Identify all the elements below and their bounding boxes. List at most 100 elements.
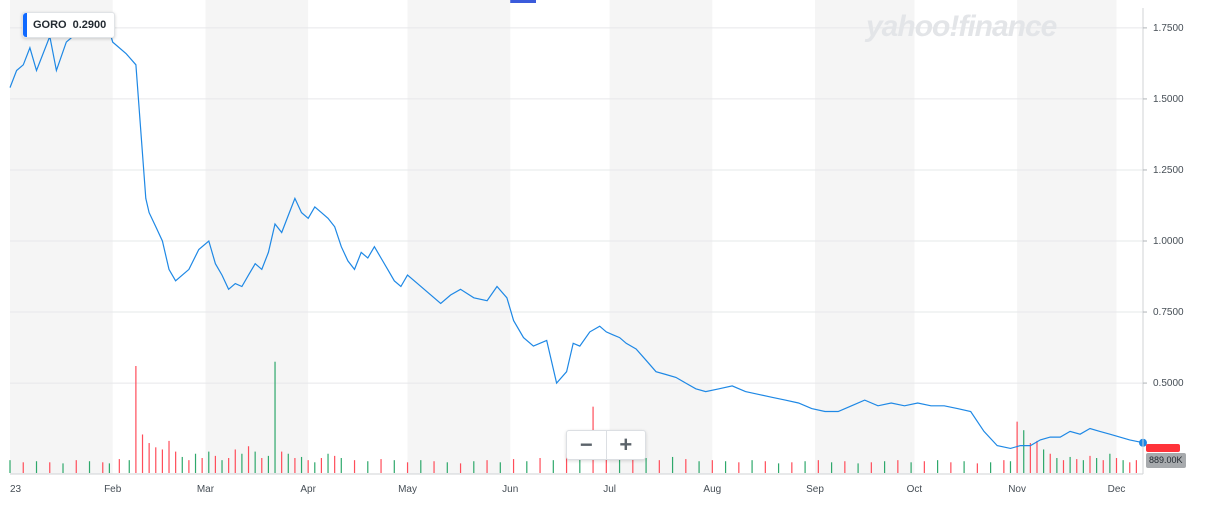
x-axis-ticks: 23 Feb Mar Apr May Jun Jul Aug Sep Oct Nov Dec [10, 484, 1125, 495]
volume-bar [88, 461, 91, 473]
volume-bar [406, 462, 409, 473]
ticker-symbol: GORO [33, 19, 67, 31]
top-tab-indicator [510, 0, 536, 3]
volume-bar [830, 462, 833, 473]
volume-bar [539, 458, 541, 473]
volume-bar [148, 443, 150, 473]
y-axis-ticks: 1.7500 1.5000 1.2500 1.0000 0.7500 0.5000 [1143, 23, 1184, 389]
x-tick-label: Apr [300, 484, 316, 495]
ticker-badge[interactable]: GORO 0.2900 [22, 12, 116, 38]
volume-bar [241, 453, 243, 473]
volume-bar [1096, 458, 1098, 473]
volume-bar [294, 458, 296, 473]
volume-bar [314, 462, 316, 473]
volume-bar [1062, 460, 1065, 473]
volume-bar [1082, 460, 1084, 473]
volume-bar [1043, 449, 1045, 473]
y-tick-label: 0.7500 [1153, 307, 1184, 318]
ticker-price: 0.2900 [72, 19, 107, 31]
volume-bar [1003, 460, 1005, 473]
volume-bar [49, 462, 51, 473]
month-band [1017, 0, 1117, 474]
volume-bar [658, 460, 660, 473]
volume-bar [274, 361, 276, 473]
volume-bar [1076, 459, 1078, 473]
volume-bar [393, 460, 395, 473]
volume-bar [334, 455, 336, 473]
zoom-controls: − + [566, 430, 646, 460]
volume-bar [228, 458, 230, 473]
y-tick-label: 1.5000 [1153, 94, 1184, 105]
volume-bar [870, 462, 872, 473]
zoom-out-button[interactable]: − [579, 432, 593, 457]
volume-bar [1029, 443, 1031, 473]
last-price-marker [1146, 444, 1180, 452]
volume-bar [632, 453, 634, 473]
volume-bar [175, 451, 177, 473]
volume-bar [194, 453, 197, 473]
volume-bar [108, 463, 110, 473]
yahoo-finance-watermark: yahoo!finance [866, 10, 1057, 43]
volume-bar [777, 463, 780, 473]
volume-bar [565, 453, 568, 473]
y-tick-label: 0.5000 [1153, 378, 1184, 389]
month-band [407, 0, 511, 474]
volume-bar [618, 447, 621, 473]
volume-bar [267, 455, 270, 473]
volume-bar [883, 461, 886, 473]
volume-bar [320, 458, 323, 473]
volume-bar [141, 434, 144, 473]
volume-bar [380, 459, 382, 473]
volume-bar [353, 460, 356, 473]
volume-bar [910, 462, 912, 473]
volume-bar [804, 461, 806, 473]
volume-bar [526, 461, 528, 473]
month-band [205, 0, 309, 474]
volume-bar [1056, 458, 1058, 473]
volume-bar [937, 460, 939, 473]
volume-bar [188, 460, 190, 473]
x-tick-label: Mar [197, 484, 215, 495]
volume-bar [791, 462, 793, 473]
volume-bar [1089, 455, 1091, 473]
volume-bar [751, 460, 753, 473]
volume-bar [473, 461, 475, 473]
volume-bar [1049, 453, 1051, 473]
volume-tag: 889.00K [1146, 453, 1186, 468]
volume-bar [645, 458, 647, 473]
x-tick-label: May [398, 484, 417, 495]
volume-bar [711, 460, 713, 473]
volume-bar [420, 460, 422, 473]
volume-bar [75, 460, 77, 473]
zoom-in-button[interactable]: + [605, 431, 646, 459]
volume-bar [208, 451, 210, 473]
x-tick-label: 23 [10, 484, 22, 495]
volume-bar [990, 462, 992, 473]
volume-bar [1023, 430, 1025, 473]
volume-bar [281, 451, 283, 473]
volume-bar [963, 461, 965, 473]
volume-bar [1115, 458, 1118, 473]
volume-bar [923, 461, 925, 473]
volume-bar [499, 462, 501, 473]
volume-bar [340, 458, 342, 473]
volume-bar [764, 461, 766, 473]
volume-bar [201, 458, 203, 473]
month-band [10, 0, 113, 474]
volume-bar [214, 455, 216, 473]
volume-bar [287, 453, 289, 473]
volume-bar [62, 463, 64, 473]
volume-bar [446, 462, 448, 473]
volume-bar [247, 446, 250, 473]
volume-bar [181, 456, 183, 473]
volume-bar [976, 463, 978, 473]
volume-bar [844, 461, 846, 473]
x-tick-label: Aug [703, 484, 721, 495]
ticker-color-bar [23, 13, 27, 37]
month-band [609, 0, 713, 474]
volume-bar [738, 462, 740, 473]
y-tick-label: 1.7500 [1153, 23, 1184, 34]
x-tick-label: Nov [1008, 484, 1026, 495]
volume-bar [698, 461, 700, 473]
